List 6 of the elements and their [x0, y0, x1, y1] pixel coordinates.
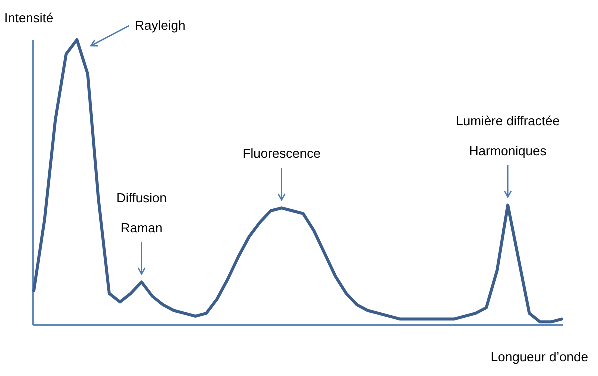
x-axis-title: Longueur d’onde — [490, 350, 588, 364]
y-axis-title: Intensité — [4, 10, 54, 26]
text: Rayleigh — [135, 18, 186, 33]
annotation: Lumière diffractée Harmoniques — [456, 113, 560, 158]
annotation: Diffusion Raman — [116, 190, 167, 236]
annotation: Fluorescence — [242, 146, 321, 162]
